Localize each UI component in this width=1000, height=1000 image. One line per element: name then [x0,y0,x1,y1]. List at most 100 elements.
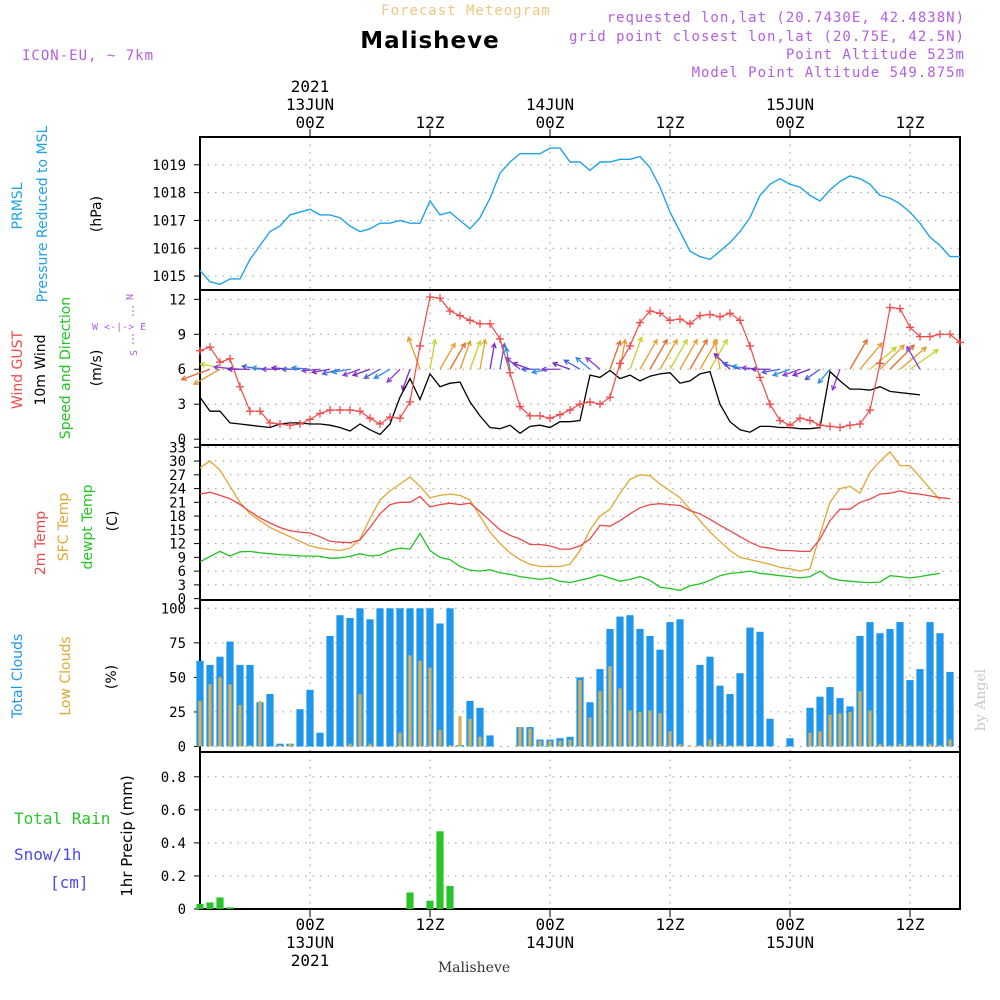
wind-vector-head [290,365,297,371]
low-cloud-bar [538,740,542,747]
wind-vector-head [490,342,497,349]
low-cloud-bar [418,660,422,747]
wind-vector-head [920,346,928,353]
total-cloud-bar [306,689,314,747]
y-tick-label: 1018 [152,186,186,202]
total-cloud-bar [876,633,884,747]
wind-vector [352,368,371,377]
wind-vector-head [804,374,811,381]
y-tick-label: 3 [178,578,186,594]
total-cloud-bar [616,616,624,747]
total-cloud-bar [716,685,724,747]
total-cloud-bar [936,633,944,747]
rain-bar [426,900,434,909]
y-tick-label: 1016 [152,241,186,257]
wind-gust-point [776,416,784,425]
snow-label: Snow/1h [14,845,81,864]
wind-vector [512,362,531,370]
x-tick-label-top: 12Z [656,113,685,132]
total-cloud-bar [696,664,704,747]
wind-vector-head [180,375,187,381]
wind-vector-head [906,345,912,352]
wind-gust-point [956,338,964,347]
wind-vector [292,367,311,370]
wind-gust-point [196,346,204,355]
wind-vector-head [637,336,644,343]
total-cloud-bar [896,622,904,747]
low-cloud-bar [728,745,732,747]
low-cloud-bar [468,718,472,747]
wind-gust-point [856,420,864,429]
wind-gust-point [656,309,664,318]
panel-frame-temp [199,444,961,601]
low-cloud-bar [858,691,862,747]
wind-vector [772,368,791,377]
wind-vector-head [386,377,393,383]
wind-gust-point [436,294,444,303]
x-tick-label-top: 12Z [896,113,925,132]
dewpoint-label: dewpt Temp [80,484,96,569]
low-cloud-bar [688,745,692,747]
total-cloud-bar [746,627,754,747]
wind-gust-point [356,407,364,416]
total-cloud-bar [446,608,454,747]
t2m-label: 2m Temp [33,511,49,575]
wind-gust-point [486,319,494,328]
date-label-top: 14JUN [526,95,574,114]
low-cloud-bar [908,745,912,747]
wind-vector-head [466,339,472,347]
wind-vector [689,339,708,370]
wind-gust-point [246,407,254,416]
wind-vector-head [791,371,799,377]
y-tick-label: 15 [169,523,186,539]
wind-gust-point [346,406,354,415]
x-tick-label-top: 12Z [416,113,445,132]
wind-gust-point [426,292,434,301]
low-cloud-bar [678,743,682,747]
y-tick-label: 24 [169,482,186,498]
wind-vector-head [520,366,527,373]
total-cloud-bar [816,696,824,747]
wind-gust-point [226,354,234,363]
model-name: ICON-EU, ~ 7km [22,48,154,64]
low-cloud-bar [198,700,202,747]
wind-gust-point [636,318,644,327]
low-cloud-bar [218,677,222,747]
rain-bar [216,897,224,909]
wind-vector-head [932,348,940,355]
wind-vector-head [692,338,698,345]
wind-gust-point [786,421,794,430]
temp-unit: (C) [105,511,121,532]
wind-gust-point [566,406,574,415]
wind-gust-point [816,421,824,430]
low-clouds-label: Low Clouds [58,636,74,715]
y-tick-label: 0 [178,592,186,608]
low-cloud-bar [938,745,942,747]
wind-vector-head [300,367,307,374]
total-cloud-bar [636,629,644,747]
panel-frame-wind [199,289,961,446]
wind-vector [669,339,688,370]
wind-vector [374,368,391,379]
wind-gust-point [216,358,224,367]
wind-gust-point [556,410,564,419]
wind-vector-head [662,338,668,345]
wind-unit: (m/s) [89,350,105,387]
total-cloud-bar [736,673,744,747]
low-cloud-bar [518,727,522,747]
precip-axis-label: 1hr Precip (mm) [118,775,136,896]
wind-gust-point [336,406,344,415]
wind-gust-point [546,414,554,423]
rain-bar [206,902,214,909]
total-cloud-bar [436,623,444,747]
wind-gust-point [376,420,384,429]
wind-vector-head [530,368,538,375]
wind-gust-point [696,311,704,320]
wind-vector [699,339,718,370]
wind-vector-head [240,363,248,370]
wind-vector [585,357,601,370]
wind-vector [552,362,571,370]
wind-gust-point [766,400,774,409]
wind-vector [312,368,331,374]
low-cloud-bar [558,740,562,747]
